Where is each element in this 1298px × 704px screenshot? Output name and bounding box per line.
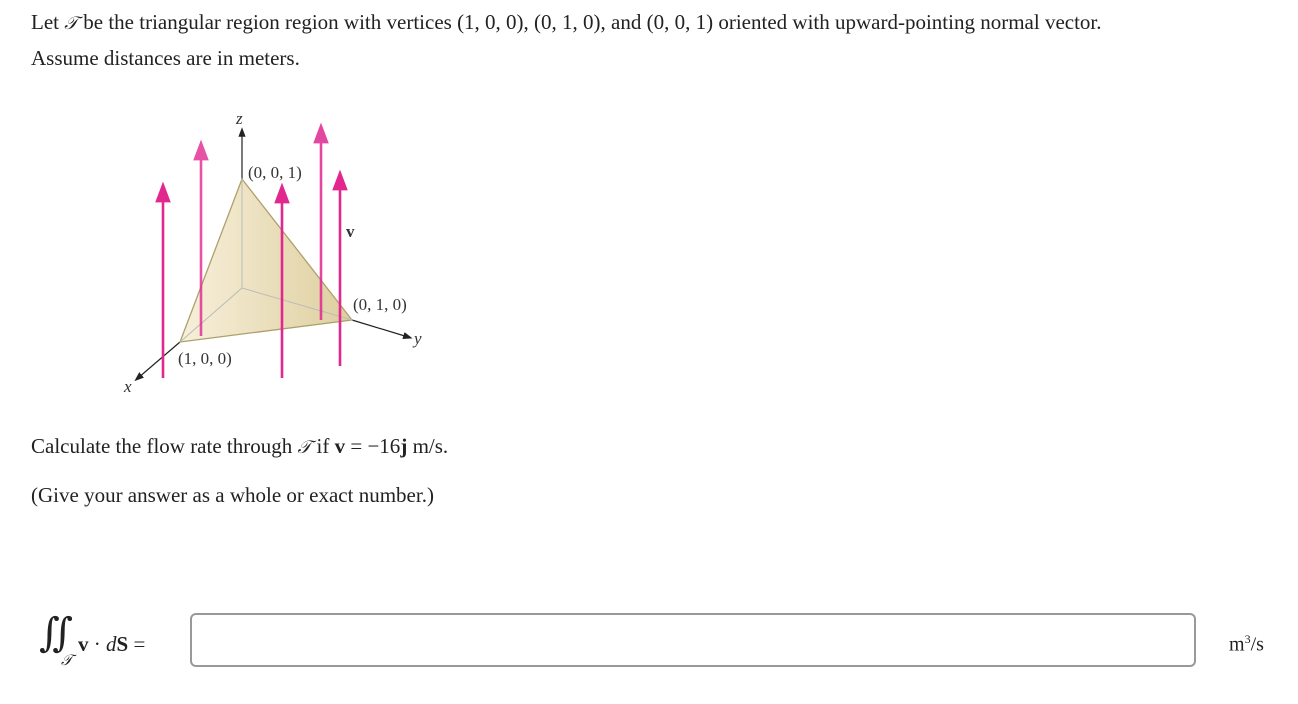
text: d bbox=[106, 632, 117, 656]
question: Calculate the flow rate through 𝒯 if v =… bbox=[31, 433, 448, 460]
problem-statement: Let 𝒯 be the triangular region region wi… bbox=[31, 9, 1102, 36]
tetrahedron-figure: z y x v (0, 0, 1) (0, 1, 0) (1, 0, 0) bbox=[123, 109, 422, 396]
vertex-label-100: (1, 0, 0) bbox=[178, 349, 232, 368]
integral-expression: v · dS = bbox=[78, 632, 145, 657]
text: m bbox=[1229, 633, 1245, 656]
text: S bbox=[116, 632, 129, 656]
v-symbol: v bbox=[78, 632, 89, 656]
text: be the triangular region region with ver… bbox=[78, 10, 1102, 34]
text: · bbox=[88, 632, 106, 656]
x-label: x bbox=[123, 377, 132, 396]
y-axis bbox=[351, 319, 413, 340]
text: = bbox=[128, 632, 146, 656]
text: if bbox=[311, 434, 335, 458]
text: m/s. bbox=[407, 434, 449, 458]
triangle-surface bbox=[179, 177, 354, 343]
integral-subscript: 𝒯 bbox=[61, 653, 73, 669]
text: 3 bbox=[1244, 632, 1251, 646]
y-label: y bbox=[412, 329, 422, 348]
z-label: z bbox=[235, 109, 243, 128]
j-symbol: j bbox=[400, 434, 408, 458]
answer-input[interactable] bbox=[190, 613, 1196, 667]
answer-row: ∬ 𝒯 v · dS = m3/s bbox=[31, 606, 1281, 686]
surface-symbol: 𝒯 bbox=[297, 437, 312, 458]
unit-label: m3/s bbox=[1229, 632, 1264, 657]
double-integral-sign: ∬ bbox=[39, 610, 74, 656]
vertex-label-001: (0, 0, 1) bbox=[248, 163, 302, 182]
instruction: (Give your answer as a whole or exact nu… bbox=[31, 483, 434, 507]
text: = −16 bbox=[345, 434, 401, 458]
v-symbol: v bbox=[334, 434, 346, 458]
text: Calculate the flow rate through bbox=[31, 434, 298, 458]
units-note: Assume distances are in meters. bbox=[31, 46, 300, 70]
v-label: v bbox=[346, 222, 355, 241]
text: Let bbox=[31, 10, 65, 34]
surface-symbol: 𝒯 bbox=[64, 13, 79, 34]
vertex-label-010: (0, 1, 0) bbox=[353, 295, 407, 314]
x-axis bbox=[134, 341, 181, 382]
text: /s bbox=[1250, 633, 1264, 656]
velocity-arrows bbox=[155, 122, 348, 378]
